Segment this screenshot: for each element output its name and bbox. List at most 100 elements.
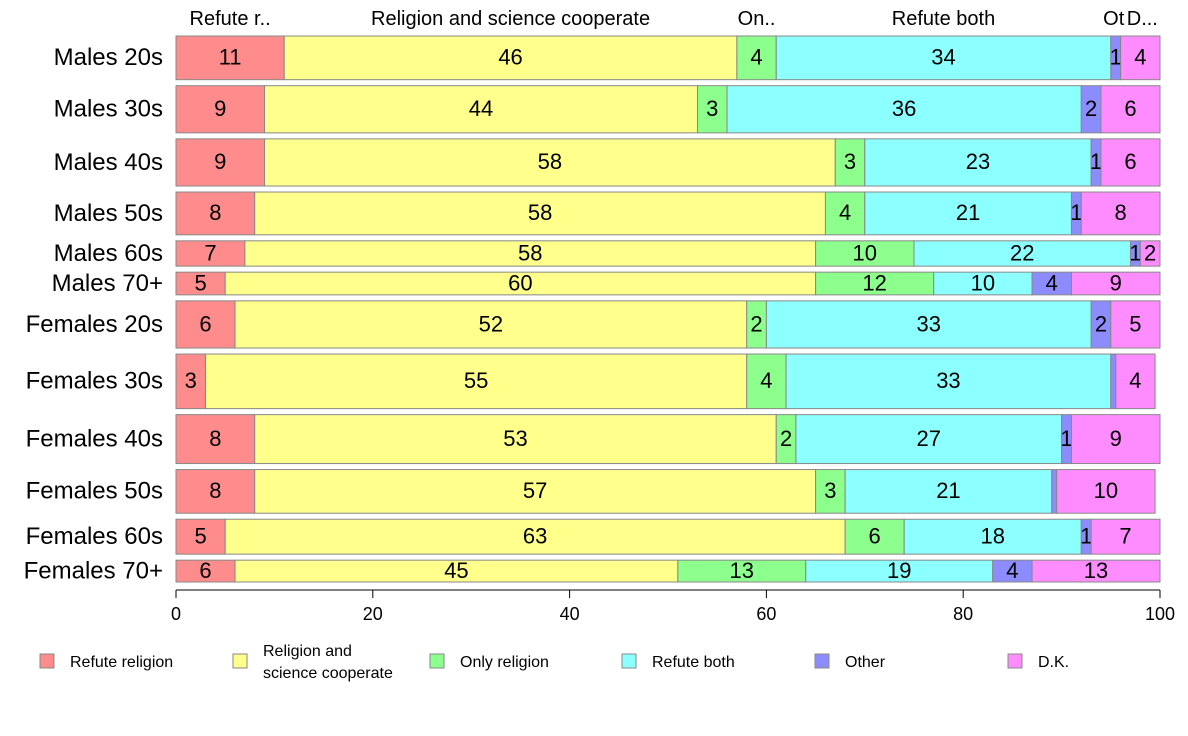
bar-segment-religion-and-science-cooperate bbox=[234, 300, 748, 349]
x-tick-label: 100 bbox=[1145, 604, 1175, 624]
legend-label: Other bbox=[845, 654, 886, 671]
data-label: 7 bbox=[1119, 524, 1131, 549]
data-label: 60 bbox=[508, 270, 532, 295]
bar-segment-other bbox=[1051, 469, 1058, 514]
data-label: 5 bbox=[1129, 311, 1141, 336]
legend-item-d-k: D.K. bbox=[1007, 653, 1069, 671]
data-label: 36 bbox=[892, 96, 916, 121]
x-tick-label: 0 bbox=[171, 604, 181, 624]
category-label: Males 60s bbox=[54, 240, 163, 267]
bar-segment-d-k bbox=[1120, 35, 1161, 81]
legend-swatch bbox=[621, 653, 637, 669]
category-label: Females 50s bbox=[26, 478, 163, 505]
x-tick-label: 60 bbox=[756, 604, 776, 624]
data-label: 2 bbox=[750, 311, 762, 336]
legend-label: Only religion bbox=[460, 654, 549, 671]
category-label: Females 40s bbox=[26, 425, 163, 452]
data-label: 6 bbox=[199, 311, 211, 336]
category-label: Females 70+ bbox=[24, 557, 163, 584]
data-label: 4 bbox=[1129, 368, 1141, 393]
bar-segment-refute-religion bbox=[175, 85, 266, 134]
data-label: 10 bbox=[853, 240, 877, 265]
data-label: 63 bbox=[523, 524, 547, 549]
x-tick-label: 40 bbox=[560, 604, 580, 624]
bar-segment-d-k bbox=[1115, 353, 1156, 410]
data-label: 4 bbox=[839, 200, 851, 225]
bar-row-females-60s: 5 63 6 18 1 7 bbox=[175, 518, 1161, 555]
data-label: 18 bbox=[980, 524, 1004, 549]
category-label: Females 60s bbox=[26, 523, 163, 550]
data-label: 13 bbox=[1084, 558, 1108, 583]
bar-segment-refute-religion bbox=[175, 35, 285, 81]
bar-segment-religion-and-science-cooperate bbox=[264, 138, 836, 187]
bar-segment-refute-both bbox=[795, 414, 1063, 465]
bar-segment-d-k bbox=[1139, 240, 1161, 267]
bar-row-females-50s: 8 57 3 21 10 bbox=[175, 469, 1156, 514]
data-label: 3 bbox=[185, 368, 197, 393]
data-label: 57 bbox=[523, 478, 547, 503]
data-label: 4 bbox=[1006, 558, 1018, 583]
data-label: 6 bbox=[869, 524, 881, 549]
legend-label: Refute religion bbox=[70, 654, 173, 671]
bar-segment-d-k bbox=[1110, 300, 1161, 349]
bar-row-females-20s: 6 52 2 33 2 5 bbox=[175, 300, 1161, 349]
x-axis: 0 20 40 60 80 100 bbox=[171, 589, 1175, 624]
bar-segment-religion-and-science-cooperate bbox=[205, 353, 748, 410]
legend-swatch bbox=[39, 653, 55, 669]
bar-segment-refute-both bbox=[785, 353, 1112, 410]
bars-area: 11 46 4 34 1 49 44 3 36 2 69 58 3 23 1 68 58 4 21 1 87 58 10 22… bbox=[175, 35, 1161, 583]
legend-label: D.K. bbox=[1038, 654, 1069, 671]
data-label: 2 bbox=[780, 426, 792, 451]
category-label: Males 30s bbox=[54, 96, 163, 123]
data-label: 34 bbox=[931, 45, 955, 70]
data-label: 53 bbox=[503, 426, 527, 451]
bar-segment-refute-both bbox=[864, 138, 1092, 187]
bar-segment-refute-both bbox=[726, 85, 1082, 134]
data-label: 23 bbox=[966, 149, 990, 174]
x-tick-label: 20 bbox=[363, 604, 383, 624]
data-label: 4 bbox=[750, 45, 762, 70]
legend-item-religion-and-science-cooperate: Religion and science cooperate bbox=[232, 643, 393, 682]
data-label: 22 bbox=[1010, 240, 1034, 265]
top-label-refute-religion: Refute r.. bbox=[190, 8, 271, 30]
bar-segment-refute-both bbox=[775, 35, 1112, 81]
data-label: 9 bbox=[214, 149, 226, 174]
bar-segment-only-religion bbox=[736, 35, 777, 81]
category-label: Males 20s bbox=[54, 44, 163, 71]
legend: Refute religion Religion and science coope… bbox=[39, 643, 1069, 682]
bar-segment-refute-religion bbox=[175, 138, 266, 187]
bar-row-males-20s: 11 46 4 34 1 4 bbox=[175, 35, 1161, 81]
legend-label-line: science cooperate bbox=[263, 665, 393, 682]
bar-row-males-50s: 8 58 4 21 1 8 bbox=[175, 191, 1161, 236]
top-series-labels: Refute r.. Religion and science cooperate… bbox=[190, 8, 1158, 30]
bar-segment-refute-religion bbox=[175, 518, 226, 555]
data-label: 21 bbox=[936, 478, 960, 503]
bar-segment-refute-both bbox=[844, 469, 1053, 514]
data-label: 5 bbox=[194, 524, 206, 549]
data-label: 58 bbox=[528, 200, 552, 225]
bar-segment-religion-and-science-cooperate bbox=[244, 240, 817, 267]
bar-segment-d-k bbox=[1100, 85, 1161, 134]
data-label: 1 bbox=[1060, 426, 1072, 451]
data-label: 44 bbox=[469, 96, 493, 121]
data-label: 58 bbox=[518, 240, 542, 265]
bar-segment-religion-and-science-cooperate bbox=[264, 85, 699, 134]
category-label: Males 70+ bbox=[52, 270, 163, 297]
data-label: 5 bbox=[194, 270, 206, 295]
bar-row-males-40s: 9 58 3 23 1 6 bbox=[175, 138, 1161, 187]
top-label-other: Ot bbox=[1103, 8, 1125, 30]
data-label: 8 bbox=[209, 478, 221, 503]
legend-item-refute-both: Refute both bbox=[621, 653, 735, 671]
legend-label: Religion and science cooperate bbox=[263, 643, 393, 682]
category-label: Females 20s bbox=[26, 311, 163, 338]
data-label: 10 bbox=[971, 270, 995, 295]
data-label: 7 bbox=[204, 240, 216, 265]
bar-segment-refute-both bbox=[864, 191, 1072, 236]
data-label: 8 bbox=[1115, 200, 1127, 225]
data-label: 4 bbox=[1046, 270, 1058, 295]
data-label: 8 bbox=[209, 426, 221, 451]
bar-row-males-70: 5 60 12 10 4 9 bbox=[175, 270, 1161, 296]
data-label: 3 bbox=[844, 149, 856, 174]
bar-segment-refute-both bbox=[903, 518, 1082, 555]
